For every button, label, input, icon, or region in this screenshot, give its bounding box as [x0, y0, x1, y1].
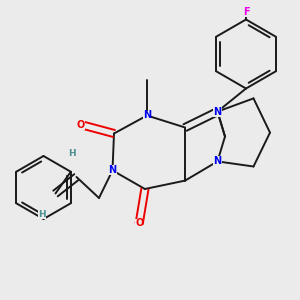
- Text: N: N: [213, 106, 222, 117]
- Text: F: F: [243, 7, 249, 17]
- Text: H: H: [68, 148, 76, 158]
- Text: N: N: [108, 165, 117, 176]
- Text: N: N: [143, 110, 151, 121]
- Text: O: O: [76, 119, 85, 130]
- Text: H: H: [38, 210, 46, 219]
- Text: N: N: [213, 156, 222, 167]
- Text: O: O: [135, 218, 143, 229]
